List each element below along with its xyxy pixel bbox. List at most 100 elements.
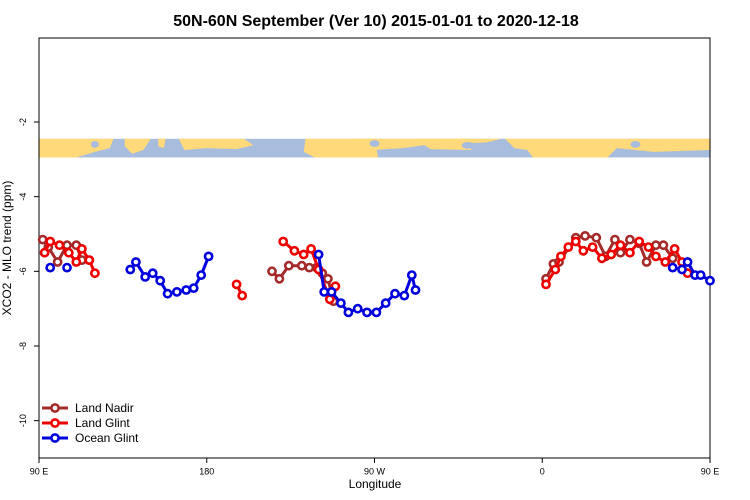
- x-tick-label: 90 E: [701, 466, 720, 476]
- legend-swatch-marker: [50, 433, 60, 443]
- data-point: [371, 307, 382, 318]
- legend-swatch-marker: [50, 403, 60, 413]
- y-tick-label: -2: [18, 118, 28, 126]
- y-axis: -2 -4 -6 -8 -10: [18, 118, 39, 427]
- world-map-band: [39, 138, 710, 158]
- data-point: [677, 264, 687, 275]
- data-point: [643, 242, 654, 252]
- data-point: [140, 271, 151, 282]
- legend-label: Land Nadir: [75, 401, 134, 415]
- data-point: [550, 264, 561, 275]
- data-point: [203, 251, 214, 262]
- data-point: [313, 249, 324, 260]
- data-point: [125, 264, 136, 275]
- data-point: [597, 253, 607, 264]
- x-axis: 90 E 180 90 W 0 90 E: [30, 458, 720, 476]
- data-point: [326, 286, 337, 297]
- data-point: [306, 243, 316, 254]
- data-point: [410, 285, 421, 295]
- data-point: [660, 257, 671, 267]
- data-point: [641, 257, 652, 267]
- x-tick-label: 90 E: [30, 466, 49, 476]
- y-axis-label: XCO2 - MLO trend (ppm): [0, 181, 14, 316]
- data-point: [171, 286, 182, 297]
- map-sea: [369, 140, 380, 147]
- y-tick-label: -8: [18, 342, 28, 350]
- data-point: [296, 260, 307, 271]
- y-tick-label: -10: [18, 414, 28, 427]
- data-point: [45, 236, 56, 247]
- data-point: [63, 247, 74, 258]
- series-layer: [37, 230, 715, 318]
- data-point: [196, 270, 207, 280]
- data-point: [380, 298, 391, 308]
- data-point: [705, 275, 715, 286]
- map-landmass: [124, 138, 151, 154]
- data-point: [651, 240, 661, 251]
- data-point: [556, 251, 566, 262]
- data-point: [563, 242, 574, 252]
- data-point: [580, 230, 590, 241]
- data-point: [695, 270, 706, 280]
- data-point: [77, 243, 87, 254]
- map-landmass: [178, 138, 254, 150]
- data-point: [667, 262, 678, 273]
- y-tick-label: -6: [18, 267, 28, 275]
- data-point: [406, 270, 417, 280]
- data-point: [625, 247, 635, 258]
- data-point: [322, 273, 333, 284]
- y-tick-label: -4: [18, 193, 28, 201]
- series-ocean-glint: [45, 249, 715, 318]
- data-point: [155, 275, 166, 286]
- map-landmass: [158, 138, 166, 149]
- data-point: [324, 294, 335, 305]
- x-tick-label: 90 W: [364, 466, 386, 476]
- data-point: [188, 283, 199, 293]
- data-point: [84, 255, 95, 265]
- data-point: [52, 257, 63, 267]
- data-point: [37, 234, 48, 245]
- data-point: [610, 234, 620, 245]
- data-point: [231, 279, 242, 290]
- data-point: [390, 288, 400, 299]
- x-axis-label: Longitude: [349, 477, 402, 491]
- data-point: [237, 290, 248, 301]
- data-point: [39, 247, 50, 258]
- series-land-glint: [39, 236, 693, 305]
- data-point: [278, 236, 289, 247]
- data-point: [625, 234, 635, 245]
- data-point: [615, 247, 626, 258]
- data-point: [147, 268, 158, 279]
- data-point: [181, 285, 192, 295]
- data-point: [651, 251, 661, 262]
- data-point: [90, 268, 100, 279]
- legend-swatch-marker: [50, 418, 60, 428]
- data-point: [289, 245, 300, 256]
- data-point: [606, 249, 617, 260]
- legend-label: Ocean Glint: [75, 431, 139, 445]
- map-landmass: [303, 138, 379, 158]
- legend-label: Land Glint: [75, 416, 130, 430]
- data-point: [343, 307, 354, 318]
- map-sea: [630, 141, 641, 148]
- map-sea: [90, 141, 99, 148]
- map-landmass: [415, 138, 472, 150]
- data-point: [615, 240, 626, 251]
- data-point: [682, 257, 693, 267]
- chart-title: 50N-60N September (Ver 10) 2015-01-01 to…: [173, 13, 579, 30]
- data-point: [578, 245, 589, 256]
- data-point: [634, 236, 645, 247]
- data-point: [399, 290, 410, 301]
- map-sea: [461, 141, 474, 149]
- data-point: [45, 262, 56, 273]
- data-point: [62, 262, 72, 273]
- data-point: [570, 236, 581, 247]
- data-point: [54, 240, 65, 251]
- x-tick-label: 0: [540, 466, 545, 476]
- data-point: [587, 242, 598, 252]
- data-point: [658, 240, 669, 251]
- data-point: [283, 260, 294, 271]
- data-point: [669, 243, 680, 254]
